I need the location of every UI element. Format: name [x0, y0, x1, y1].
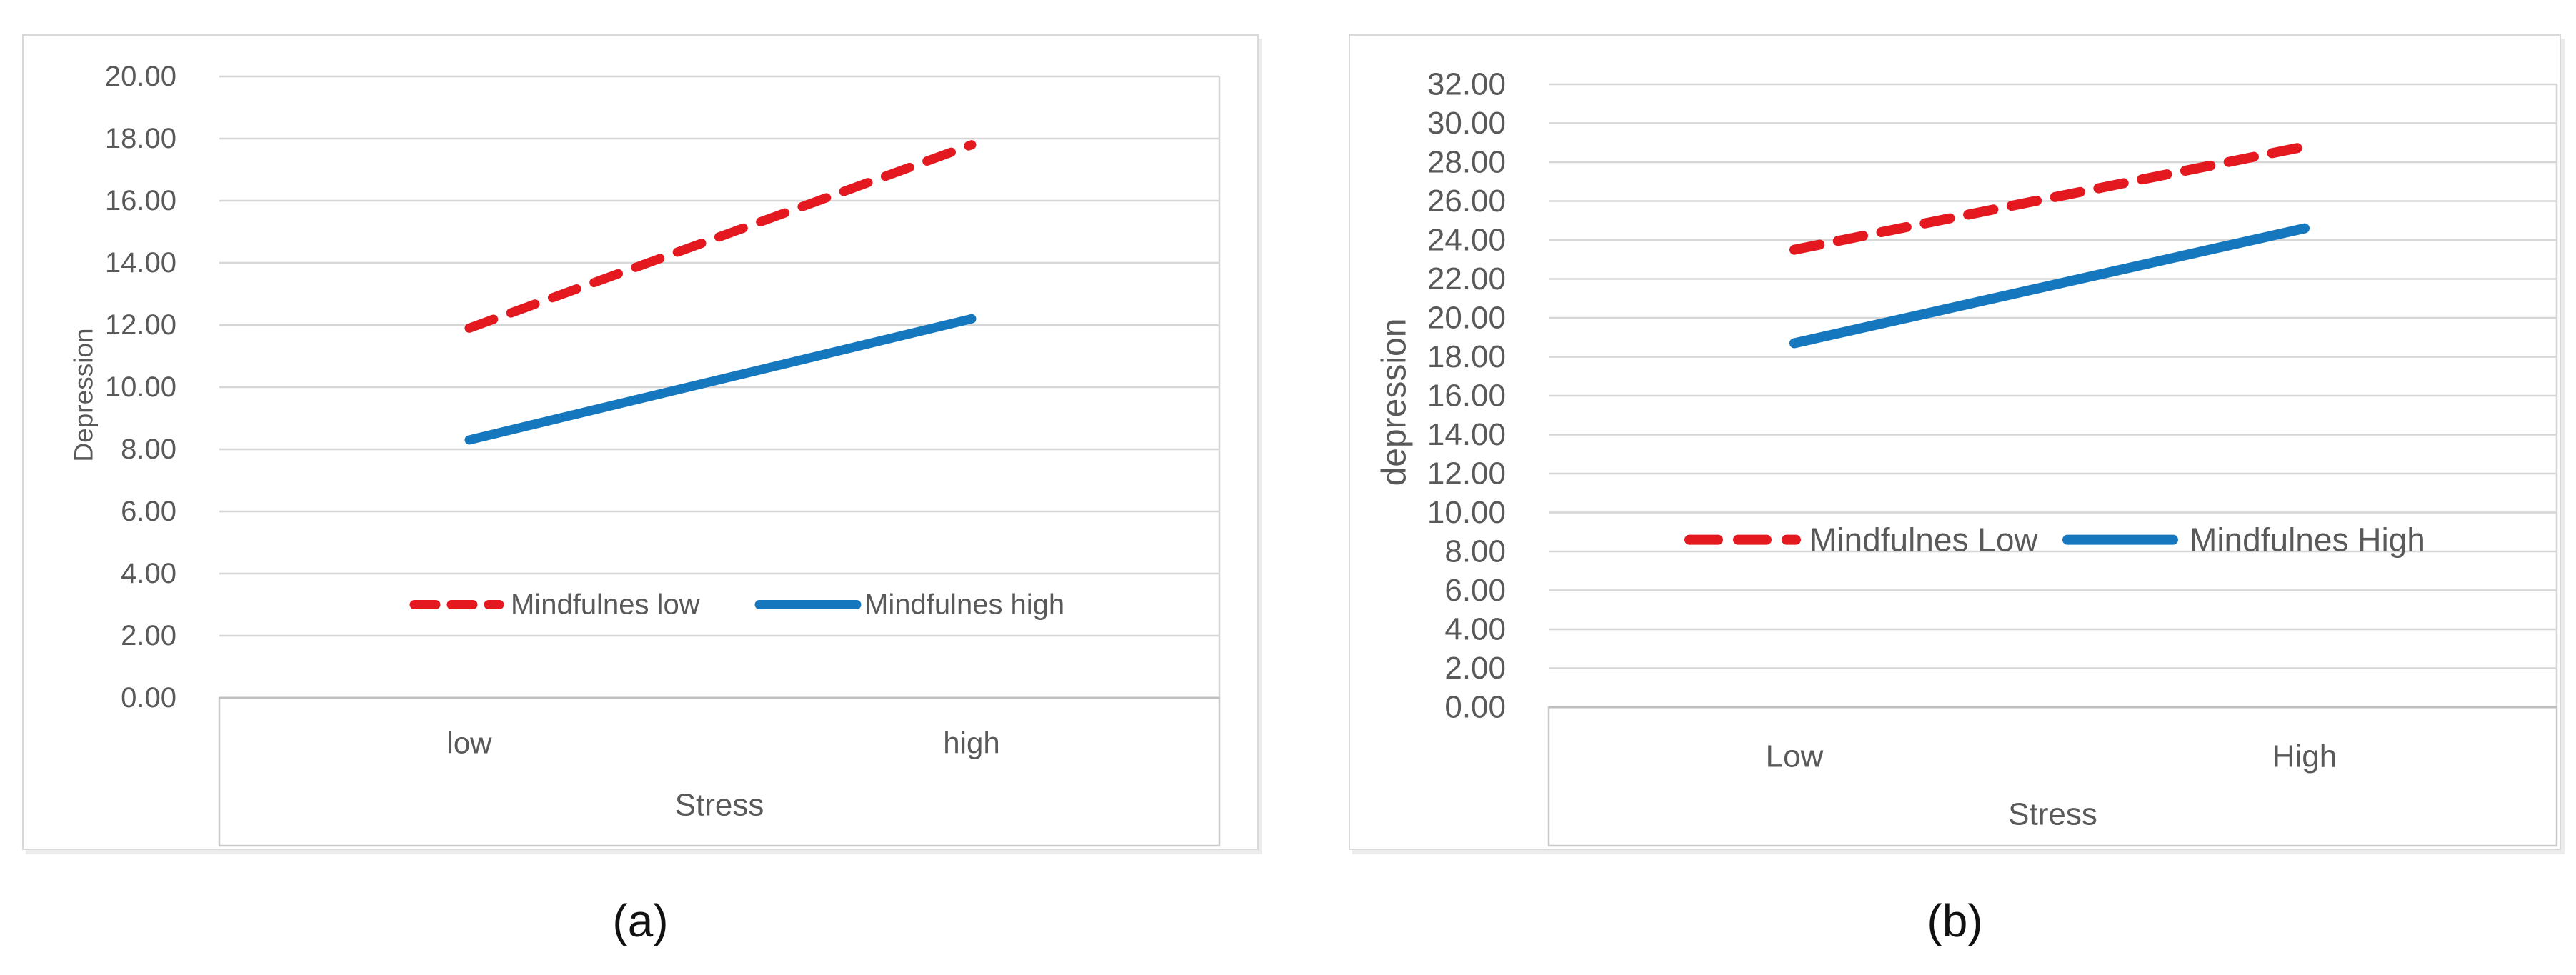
caption-a: (a): [612, 895, 669, 946]
y-tick-label: 16.00: [1427, 379, 1506, 414]
y-tick-label: 30.00: [1427, 106, 1506, 141]
category-label: High: [2272, 739, 2337, 774]
series-line-mindfulness-high: [464, 314, 977, 445]
legend-label-mindfulness-high: Mindfulnes high: [864, 589, 1064, 621]
y-tick-label: 0.00: [121, 682, 176, 714]
y-tick-label: 14.00: [1427, 417, 1506, 452]
x-axis-title: Stress: [2008, 797, 2097, 832]
y-tick-label: 28.00: [1427, 145, 1506, 180]
legend-label-mindfulness-low: Mindfulnes Low: [1809, 521, 2038, 559]
legend-label-mindfulness-low: Mindfulnes low: [511, 589, 700, 621]
y-tick-label: 18.00: [1427, 339, 1506, 374]
y-tick-label: 2.00: [121, 620, 176, 651]
category-label: low: [446, 726, 492, 760]
y-tick-label: 20.00: [105, 61, 176, 92]
y-axis-title: Depression: [69, 328, 99, 461]
y-tick-label: 8.00: [1444, 534, 1506, 569]
y-tick-label: 12.00: [1427, 456, 1506, 491]
category-axis-box: [218, 696, 1221, 847]
y-tick-label: 4.00: [121, 558, 176, 589]
y-tick-label: 2.00: [1444, 651, 1506, 686]
y-tick-label: 24.00: [1427, 223, 1506, 258]
y-tick-label: 6.00: [121, 496, 176, 527]
y-tick-label: 4.00: [1444, 612, 1506, 647]
chart-panel-a: 20.00 18.00 16.00 14.00 12.00 10.00 8.00 6.00 4.…: [22, 34, 1259, 850]
y-axis-title: depression: [1376, 319, 1414, 486]
y-tick-label: 6.00: [1444, 573, 1506, 608]
series-line-mindfulness-high: [1789, 223, 2310, 349]
y-tick-label: 26.00: [1427, 184, 1506, 219]
series-line-mindfulness-low: [1789, 141, 2310, 255]
chart-panel-b: 32.00 30.00 28.00 26.00 24.00 22.00 20.00 18.00…: [1349, 34, 2561, 850]
category-label: high: [943, 726, 999, 760]
y-tick-label: 14.00: [105, 247, 176, 279]
category-label: Low: [1766, 739, 1824, 774]
x-axis-title: Stress: [675, 788, 764, 823]
y-tick-label: 16.00: [105, 185, 176, 216]
y-tick-label: 18.00: [105, 123, 176, 154]
chart-a-svg: 20.00 18.00 16.00 14.00 12.00 10.00 8.00 6.00 4.…: [69, 61, 1221, 847]
y-tick-label: 22.00: [1427, 261, 1506, 296]
caption-b: (b): [1927, 895, 1983, 946]
series-line-mindfulness-low: [464, 140, 977, 333]
y-tick-label: 0.00: [1444, 690, 1506, 725]
y-tick-label: 8.00: [121, 434, 176, 465]
y-tick-label: 10.00: [105, 371, 176, 403]
legend-label-mindfulness-high: Mindfulnes High: [2190, 521, 2425, 559]
y-tick-label: 32.00: [1427, 67, 1506, 102]
y-tick-label: 12.00: [105, 309, 176, 341]
y-tick-label: 10.00: [1427, 495, 1506, 530]
y-tick-label: 20.00: [1427, 301, 1506, 336]
